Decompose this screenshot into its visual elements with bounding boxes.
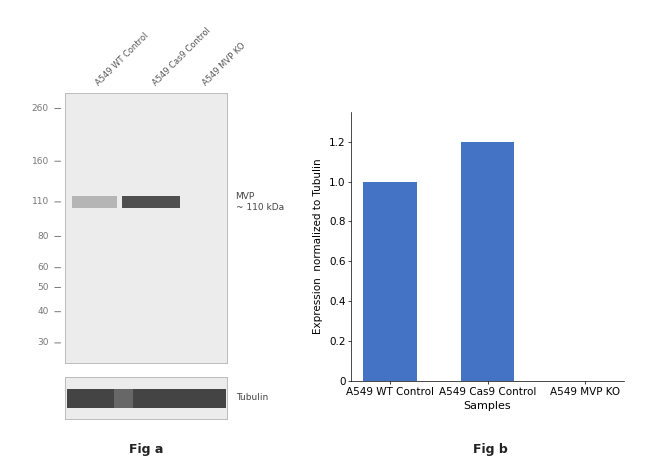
- Text: 160: 160: [31, 157, 49, 166]
- Text: 30: 30: [37, 339, 49, 347]
- FancyBboxPatch shape: [114, 389, 133, 408]
- Text: 110: 110: [31, 198, 49, 206]
- FancyBboxPatch shape: [72, 196, 117, 208]
- X-axis label: Samples: Samples: [463, 401, 512, 411]
- Y-axis label: Expression  normalized to Tubulin: Expression normalized to Tubulin: [313, 159, 323, 334]
- Text: Fig a: Fig a: [129, 443, 163, 456]
- Text: A549 WT Control: A549 WT Control: [94, 32, 150, 87]
- Text: 80: 80: [37, 232, 49, 241]
- Text: A549 MVP KO: A549 MVP KO: [202, 41, 248, 87]
- Text: 60: 60: [37, 263, 49, 272]
- FancyBboxPatch shape: [66, 389, 226, 408]
- Text: MVP
~ 110 kDa: MVP ~ 110 kDa: [235, 192, 284, 212]
- Text: A549 Cas9 Control: A549 Cas9 Control: [151, 26, 213, 87]
- Text: 50: 50: [37, 283, 49, 292]
- Text: 260: 260: [32, 104, 49, 113]
- FancyBboxPatch shape: [122, 196, 180, 208]
- Text: Fig b: Fig b: [473, 443, 508, 456]
- Text: 40: 40: [38, 307, 49, 316]
- Text: Tubulin: Tubulin: [235, 393, 268, 402]
- Bar: [461, 141, 514, 381]
- Bar: [363, 181, 417, 381]
